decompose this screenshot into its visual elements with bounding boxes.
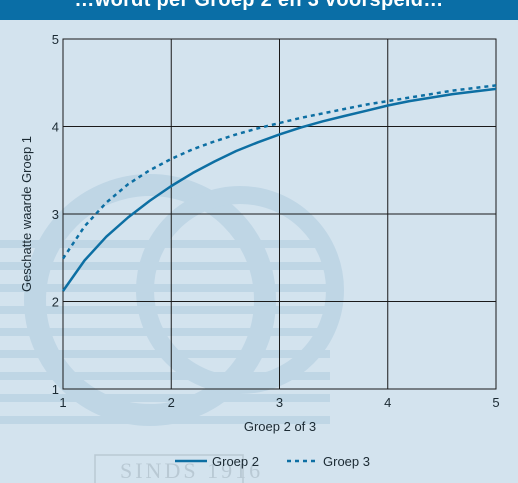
y-tick-label: 2 [52, 295, 59, 310]
series-line-groep-2 [61, 87, 497, 292]
legend-label-groep-2: Groep 2 [212, 454, 259, 469]
y-tick-label: 1 [52, 382, 59, 397]
title-banner: …wordt per Groep 2 en 3 voorspeld… [0, 0, 518, 20]
x-tick-label: 3 [276, 395, 283, 410]
y-tick-label: 5 [52, 32, 59, 47]
y-tick-label: 3 [52, 207, 59, 222]
grid [62, 38, 497, 390]
series-line-groep-3 [61, 84, 497, 260]
legend: Groep 2 Groep 3 [175, 454, 370, 469]
x-tick-label: 5 [492, 395, 499, 410]
series-lines [61, 84, 497, 292]
y-tick-label: 4 [52, 120, 59, 135]
x-ticks: 1 2 3 4 5 [59, 395, 499, 410]
x-tick-label: 4 [384, 395, 391, 410]
watermark-frame [94, 454, 244, 483]
x-tick-label: 2 [168, 395, 175, 410]
y-ticks: 1 2 3 4 5 [52, 32, 59, 397]
watermark-emblem [0, 174, 344, 426]
x-axis-label: Groep 2 of 3 [244, 419, 316, 434]
plot-frame [62, 38, 497, 390]
y-axis-label: Geschatte waarde Groep 1 [19, 136, 34, 292]
legend-label-groep-3: Groep 3 [323, 454, 370, 469]
x-tick-label: 1 [59, 395, 66, 410]
banner-title: …wordt per Groep 2 en 3 voorspeld… [74, 0, 444, 11]
